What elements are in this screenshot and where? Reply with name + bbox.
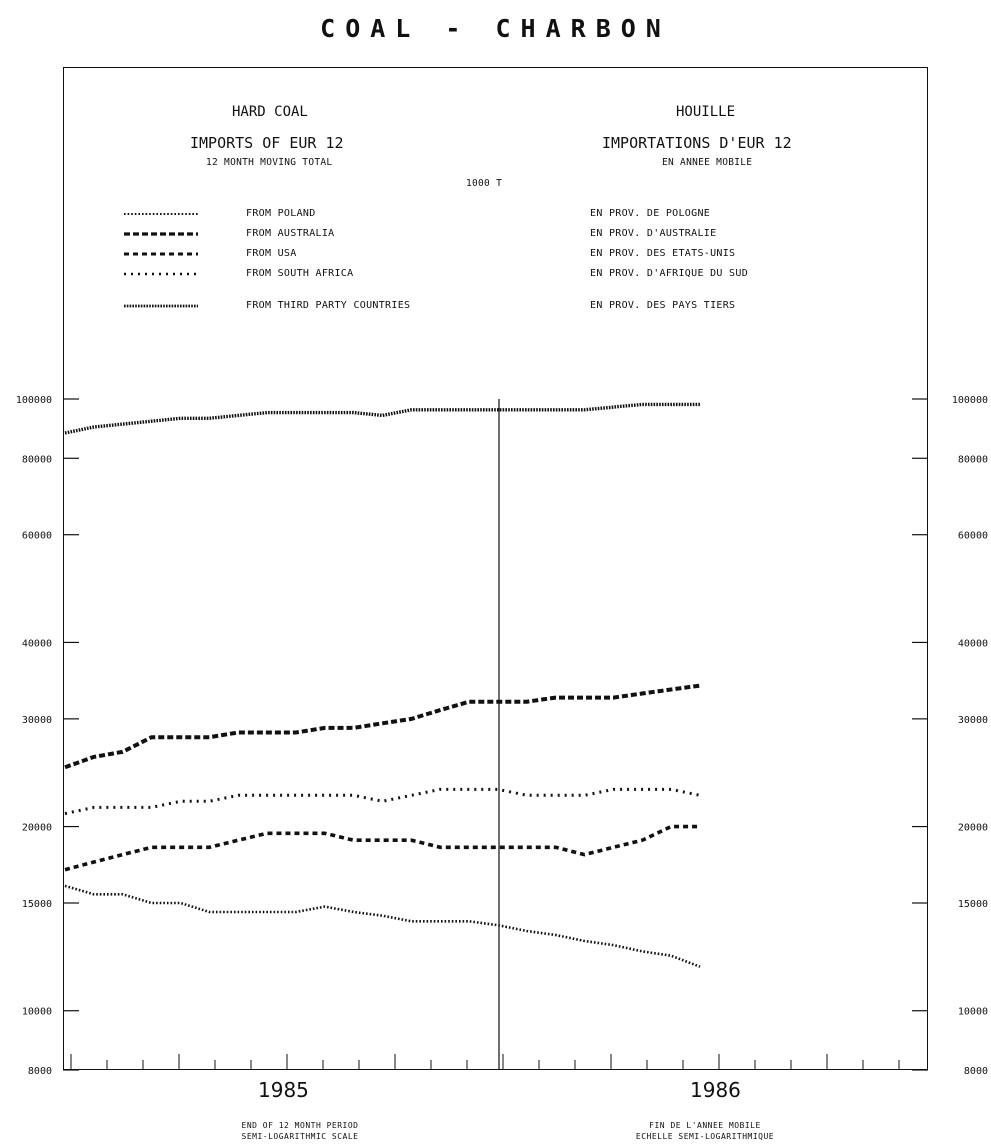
french-note: EN ANNEE MOBILE bbox=[662, 157, 753, 168]
footer-english-line-1: END OF 12 MONTH PERIOD bbox=[241, 1121, 359, 1130]
footer-french: FIN DE L'ANNEE MOBILE ECHELLE SEMI-LOGAR… bbox=[590, 1120, 820, 1142]
series-line-dots bbox=[64, 787, 701, 816]
legend-en-third-party: FROM THIRD PARTY COUNTRIES bbox=[246, 300, 411, 311]
y-tick-label-right: 30000 bbox=[958, 715, 988, 726]
footer-french-line-2: ECHELLE SEMI-LOGARITHMIQUE bbox=[635, 1132, 775, 1141]
y-tick-label-left: 40000 bbox=[22, 638, 52, 649]
legend-en-poland: FROM POLAND bbox=[246, 208, 316, 219]
y-tick-label-right: 10000 bbox=[958, 1007, 988, 1018]
french-subtitle: IMPORTATIONS D'EUR 12 bbox=[602, 134, 792, 152]
legend-en-usa: FROM USA bbox=[246, 248, 297, 259]
footer-english-line-2: SEMI-LOGARITHMIC SCALE bbox=[241, 1132, 359, 1141]
y-tick-label-right: 60000 bbox=[958, 531, 988, 542]
series-line-heavy-dots bbox=[64, 402, 700, 435]
legend-fr-australia: EN PROV. D'AUSTRALIE bbox=[590, 228, 717, 239]
series-line-short-dash bbox=[64, 824, 700, 872]
y-tick-label-right: 40000 bbox=[958, 638, 988, 649]
y-tick-label-right: 15000 bbox=[958, 899, 988, 910]
y-tick-label-left: 8000 bbox=[28, 1066, 52, 1077]
legend-fr-usa: EN PROV. DES ETATS-UNIS bbox=[590, 248, 736, 259]
english-note: 12 MONTH MOVING TOTAL bbox=[206, 157, 333, 168]
footer-french-line-1: FIN DE L'ANNEE MOBILE bbox=[649, 1121, 761, 1130]
french-title: HOUILLE bbox=[676, 104, 736, 120]
chart-frame bbox=[63, 67, 928, 1070]
legend-fr-south-africa: EN PROV. D'AFRIQUE DU SUD bbox=[590, 268, 749, 279]
y-tick-label-left: 100000 bbox=[16, 395, 52, 406]
series-line-dash-dot bbox=[64, 683, 701, 770]
y-tick-label-left: 20000 bbox=[22, 823, 52, 834]
y-tick-label-right: 20000 bbox=[958, 823, 988, 834]
x-label-1986: 1986 bbox=[690, 1078, 741, 1102]
page-title: COAL - CHARBON bbox=[320, 14, 671, 43]
footer-english: END OF 12 MONTH PERIOD SEMI-LOGARITHMIC … bbox=[200, 1120, 400, 1142]
series-line-dense-dots bbox=[64, 884, 701, 968]
legend-en-australia: FROM AUSTRALIA bbox=[246, 228, 335, 239]
legend-fr-poland: EN PROV. DE POLOGNE bbox=[590, 208, 711, 219]
unit-label: 1000 T bbox=[466, 178, 503, 189]
legend-fr-third-party: EN PROV. DES PAYS TIERS bbox=[590, 300, 736, 311]
y-tick-label-right: 80000 bbox=[958, 454, 988, 465]
y-tick-label-left: 30000 bbox=[22, 715, 52, 726]
y-tick-label-left: 80000 bbox=[22, 454, 52, 465]
y-tick-label-left: 60000 bbox=[22, 531, 52, 542]
english-title: HARD COAL bbox=[232, 104, 308, 120]
y-tick-label-right: 100000 bbox=[952, 395, 988, 406]
y-tick-label-left: 15000 bbox=[22, 899, 52, 910]
english-subtitle: IMPORTS OF EUR 12 bbox=[190, 134, 344, 152]
legend-en-south-africa: FROM SOUTH AFRICA bbox=[246, 268, 354, 279]
x-label-1985: 1985 bbox=[258, 1078, 309, 1102]
y-tick-label-right: 8000 bbox=[964, 1066, 988, 1077]
y-tick-label-left: 10000 bbox=[22, 1007, 52, 1018]
